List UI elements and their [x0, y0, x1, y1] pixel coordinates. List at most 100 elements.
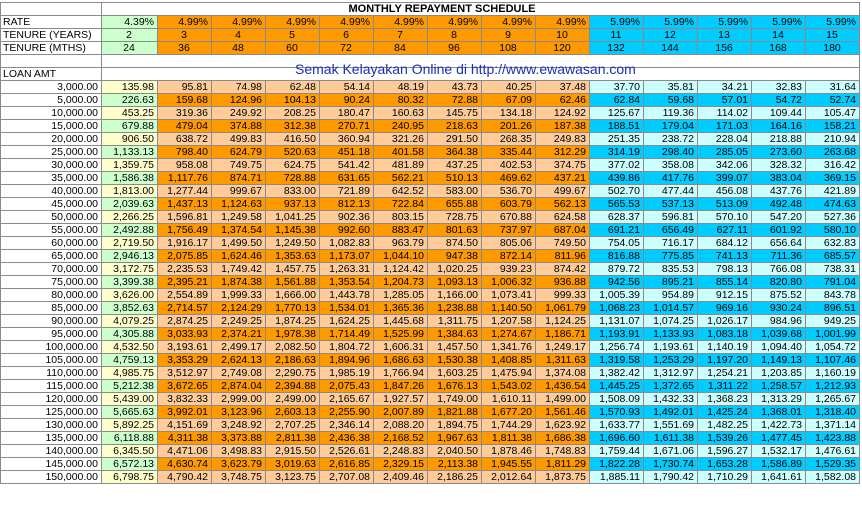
repayment-cell: 1,633.77: [589, 418, 644, 432]
repayment-cell: 939.23: [481, 262, 536, 276]
header-row-title: [0, 2, 860, 16]
repayment-cell: 1,499.50: [211, 236, 266, 250]
table-row: 45,000.00 2,039.63 1,437.13 1,124.63 937.13 8…: [0, 197, 860, 211]
loan-amount-cell: 65,000.00: [0, 249, 102, 263]
repayment-cell: 1,318.40: [805, 405, 860, 419]
loan-amount-cell: 100,000.00: [0, 340, 102, 354]
repayment-cell: 1,677.20: [481, 405, 536, 419]
repayment-cell: 1,894.96: [319, 353, 374, 367]
table-row: 150,000.00 6,798.75 4,790.42 3,748.75 3,123.…: [0, 470, 860, 484]
repayment-cell: 1,203.85: [751, 366, 806, 380]
repayment-cell: 969.16: [697, 301, 752, 315]
repayment-cell: 2,329.15: [373, 457, 428, 471]
repayment-cell: 1,249.17: [535, 340, 590, 354]
repayment-cell: 937.13: [265, 197, 320, 211]
repayment-cell: 1,457.75: [265, 262, 320, 276]
tenure-months-cell: 156: [697, 41, 752, 55]
repayment-cell: 6,572.13: [101, 457, 158, 471]
repayment-cell: 1,054.72: [805, 340, 860, 354]
repayment-cell: 1,894.75: [427, 418, 482, 432]
table-row: 70,000.00 3,172.75 2,235.53 1,749.42 1,457.7…: [0, 262, 860, 276]
spacer-cell: [101, 54, 860, 68]
repayment-cell: 360.94: [319, 132, 374, 146]
tenure-months-cell: 120: [535, 41, 590, 55]
repayment-cell: 1,475.94: [481, 366, 536, 380]
repayment-cell: 2,394.88: [265, 379, 320, 393]
repayment-cell: 2,624.13: [211, 353, 266, 367]
repayment-cell: 2,946.13: [101, 249, 158, 263]
repayment-cell: 312.29: [535, 145, 590, 159]
repayment-cell: 1,945.55: [481, 457, 536, 471]
repayment-cell: 2,874.04: [211, 379, 266, 393]
repayment-cell: 1,258.57: [751, 379, 806, 393]
repayment-cell: 6,345.50: [101, 444, 158, 458]
repayment-cell: 1,131.07: [589, 314, 644, 328]
repayment-cell: 1,624.25: [319, 314, 374, 328]
repayment-cell: 1,254.21: [697, 366, 752, 380]
repayment-cell: 1,606.31: [373, 340, 428, 354]
repayment-cell: 930.24: [751, 301, 806, 315]
repayment-cell: 474.63: [805, 197, 860, 211]
loan-amount-cell: 35,000.00: [0, 171, 102, 185]
loan-amount-cell: 115,000.00: [0, 379, 102, 393]
repayment-cell: 624.79: [211, 145, 266, 159]
repayment-cell: 562.21: [373, 171, 428, 185]
loan-amount-cell: 15,000.00: [0, 119, 102, 133]
repayment-cell: 1,749.42: [211, 262, 266, 276]
tenure-years-cell: 13: [697, 28, 752, 42]
loan-amount-cell: 85,000.00: [0, 301, 102, 315]
repayment-cell: 685.57: [805, 249, 860, 263]
repayment-cell: 43.73: [427, 80, 482, 94]
repayment-cell: 2,616.85: [319, 457, 374, 471]
repayment-cell: 2,499.00: [265, 392, 320, 406]
repayment-cell: 3,019.63: [265, 457, 320, 471]
repayment-cell: 1,530.38: [427, 353, 482, 367]
loan-amount-cell: 5,000.00: [0, 93, 102, 107]
repayment-cell: 114.02: [697, 106, 752, 120]
tenure-months-cell: 36: [157, 41, 212, 55]
repayment-cell: 180.47: [319, 106, 374, 120]
repayment-cell: 298.40: [643, 145, 698, 159]
repayment-cell: 596.81: [643, 210, 698, 224]
repayment-cell: 125.67: [589, 106, 644, 120]
repayment-cell: 2,526.61: [319, 444, 374, 458]
repayment-cell: 1,436.54: [535, 379, 590, 393]
repayment-cell: 3,992.01: [157, 405, 212, 419]
repayment-cell: 4,305.88: [101, 327, 158, 341]
repayment-cell: 335.44: [481, 145, 536, 159]
repayment-cell: 4,532.50: [101, 340, 158, 354]
repayment-cell: 2,290.75: [265, 366, 320, 380]
repayment-cell: 477.44: [643, 184, 698, 198]
rate-cell: 4.99%: [319, 15, 374, 29]
repayment-cell: 912.15: [697, 288, 752, 302]
repayment-cell: 1,525.99: [373, 327, 428, 341]
repayment-cell: 437.25: [427, 158, 482, 172]
repayment-cell: 1,107.46: [805, 353, 860, 367]
repayment-cell: 879.72: [589, 262, 644, 276]
repayment-cell: 1,093.13: [427, 275, 482, 289]
repayment-cell: 238.72: [643, 132, 698, 146]
tenure-months-cell: 96: [427, 41, 482, 55]
table-row: 75,000.00 3,399.38 2,395.21 1,874.38 1,561.8…: [0, 275, 860, 289]
repayment-cell: 3,123.96: [211, 405, 266, 419]
repayment-cell: 1,749.00: [427, 392, 482, 406]
repayment-cell: 179.04: [643, 119, 698, 133]
repayment-cell: 145.75: [427, 106, 482, 120]
repayment-cell: 1,641.61: [751, 470, 806, 484]
repayment-cell: 2,075.43: [319, 379, 374, 393]
loan-amount-cell: 50,000.00: [0, 210, 102, 224]
repayment-cell: 1,044.10: [373, 249, 428, 263]
repayment-cell: 2,040.50: [427, 444, 482, 458]
repayment-cell: 1,074.25: [643, 314, 698, 328]
repayment-cell: 469.62: [481, 171, 536, 185]
tenure-months-cell: 72: [319, 41, 374, 55]
repayment-cell: 1,529.35: [805, 457, 860, 471]
repayment-cell: 1,365.36: [373, 301, 428, 315]
repayment-cell: 520.63: [265, 145, 320, 159]
repayment-cell: 1,312.97: [643, 366, 698, 380]
repayment-cell: 812.13: [319, 197, 374, 211]
repayment-cell: 358.08: [643, 158, 698, 172]
repayment-cell: 2,492.88: [101, 223, 158, 237]
repayment-cell: 48.19: [373, 80, 428, 94]
repayment-cell: 936.88: [535, 275, 590, 289]
